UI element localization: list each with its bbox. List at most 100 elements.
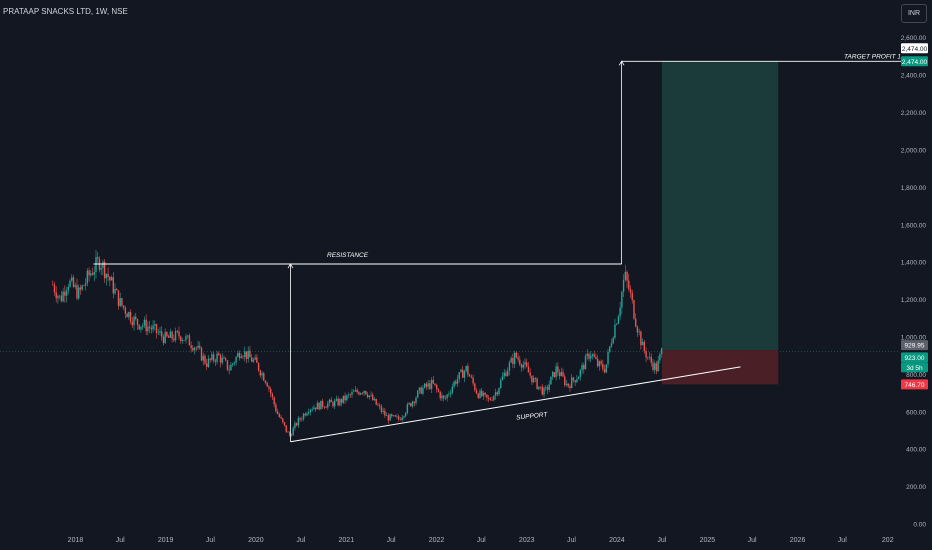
y-tick-label: 600.00 <box>906 409 926 416</box>
candle-body <box>598 361 601 367</box>
candle-body <box>249 350 251 358</box>
candle-body <box>308 412 310 414</box>
candle-body <box>72 277 75 287</box>
current-price-tag-bg <box>901 352 928 363</box>
candle-body <box>626 271 628 281</box>
candle-body <box>468 374 471 377</box>
candle-body <box>190 345 192 348</box>
candle-body <box>261 373 263 376</box>
candle-body <box>138 324 140 330</box>
candle-body <box>401 417 403 420</box>
candle-body <box>358 392 360 395</box>
candle-body <box>214 360 217 362</box>
candle-body <box>442 395 445 399</box>
y-tick-label: 1,000.00 <box>901 334 927 341</box>
candle-body <box>150 327 153 330</box>
candle-body <box>636 326 639 333</box>
candle-body <box>297 418 300 426</box>
candle-body <box>648 356 651 358</box>
candle-body <box>306 413 308 416</box>
y-tick-label: 1,400.00 <box>901 260 927 267</box>
candle-body <box>548 384 550 390</box>
candle-body <box>413 401 415 403</box>
candle-body <box>508 362 511 371</box>
candle-body <box>467 365 469 375</box>
candle-body <box>365 390 367 395</box>
candle-body <box>55 292 57 299</box>
candle-body <box>71 277 73 281</box>
candle-body <box>406 404 409 413</box>
candle-body <box>77 287 80 299</box>
candle-body <box>557 366 559 373</box>
candle-body <box>309 409 312 413</box>
candle-body <box>622 279 625 292</box>
candle-body <box>313 407 315 410</box>
y-tick-label: 1,800.00 <box>901 185 927 192</box>
candle-body <box>446 394 448 399</box>
candle-body <box>629 289 632 293</box>
candle-body <box>579 369 582 377</box>
candle-body <box>242 356 244 358</box>
candle-body <box>159 331 161 333</box>
stop-loss-zone[interactable] <box>661 350 779 385</box>
candle-body <box>273 397 275 405</box>
candle-body <box>321 400 324 407</box>
candle-body <box>176 330 178 332</box>
candle-body <box>361 393 364 394</box>
candle-body <box>375 398 377 405</box>
measure-arrow-2-head <box>618 60 625 66</box>
candle-body <box>128 312 130 318</box>
candle-body <box>436 385 438 390</box>
candle-body <box>180 336 182 341</box>
candle-body <box>427 383 429 387</box>
candle-body <box>185 336 187 341</box>
candle-body <box>295 423 298 426</box>
candle-body <box>332 401 334 407</box>
y-tick-label: 0.00 <box>913 522 926 529</box>
candle-body <box>359 393 362 395</box>
candle-body <box>534 377 537 379</box>
candle-body <box>641 341 644 346</box>
profit-zone[interactable] <box>661 61 779 351</box>
x-tick-label: Jul <box>296 537 305 544</box>
candle-body <box>199 345 201 348</box>
candle-body <box>396 416 398 418</box>
candle-body <box>238 352 241 359</box>
candle-body <box>339 399 341 406</box>
candle-body <box>340 399 343 403</box>
candle-body <box>318 402 320 410</box>
candle-body <box>489 398 492 401</box>
candle-body <box>116 289 118 291</box>
candle-body <box>645 351 647 358</box>
currency-button[interactable]: INR <box>901 4 927 23</box>
candle-body <box>193 347 196 351</box>
x-tick-label: 2024 <box>609 537 625 544</box>
support-line[interactable] <box>290 366 741 443</box>
candle-body <box>62 291 64 302</box>
candle-body <box>652 362 654 370</box>
candle-body <box>482 392 485 397</box>
candle-body <box>366 394 369 398</box>
candle-body <box>560 371 563 377</box>
candle-body <box>174 330 177 341</box>
symbol-title[interactable]: PRATAAP SNACKS LTD, 1W, NSE <box>3 7 128 16</box>
candle-body <box>550 376 552 385</box>
candle-body <box>615 323 618 325</box>
candle-body <box>541 386 543 395</box>
candle-body <box>285 425 287 432</box>
candle-body <box>437 389 440 392</box>
candle-body <box>247 350 249 359</box>
x-tick-label: 2019 <box>158 537 174 544</box>
time-axis: 2018 Jul 2019 Jul 2020 Jul 2021 Jul 2022 Jul 2023 J… <box>68 537 894 544</box>
candle-body <box>564 376 566 386</box>
candle-body <box>586 353 588 356</box>
x-tick-label: 2026 <box>790 537 806 544</box>
candle-body <box>57 296 59 299</box>
candle-body <box>268 386 270 389</box>
candle-body <box>389 414 391 421</box>
candle-body <box>411 401 414 407</box>
candle-body <box>64 291 66 296</box>
candle-body <box>453 381 455 387</box>
candle-body <box>529 372 531 376</box>
